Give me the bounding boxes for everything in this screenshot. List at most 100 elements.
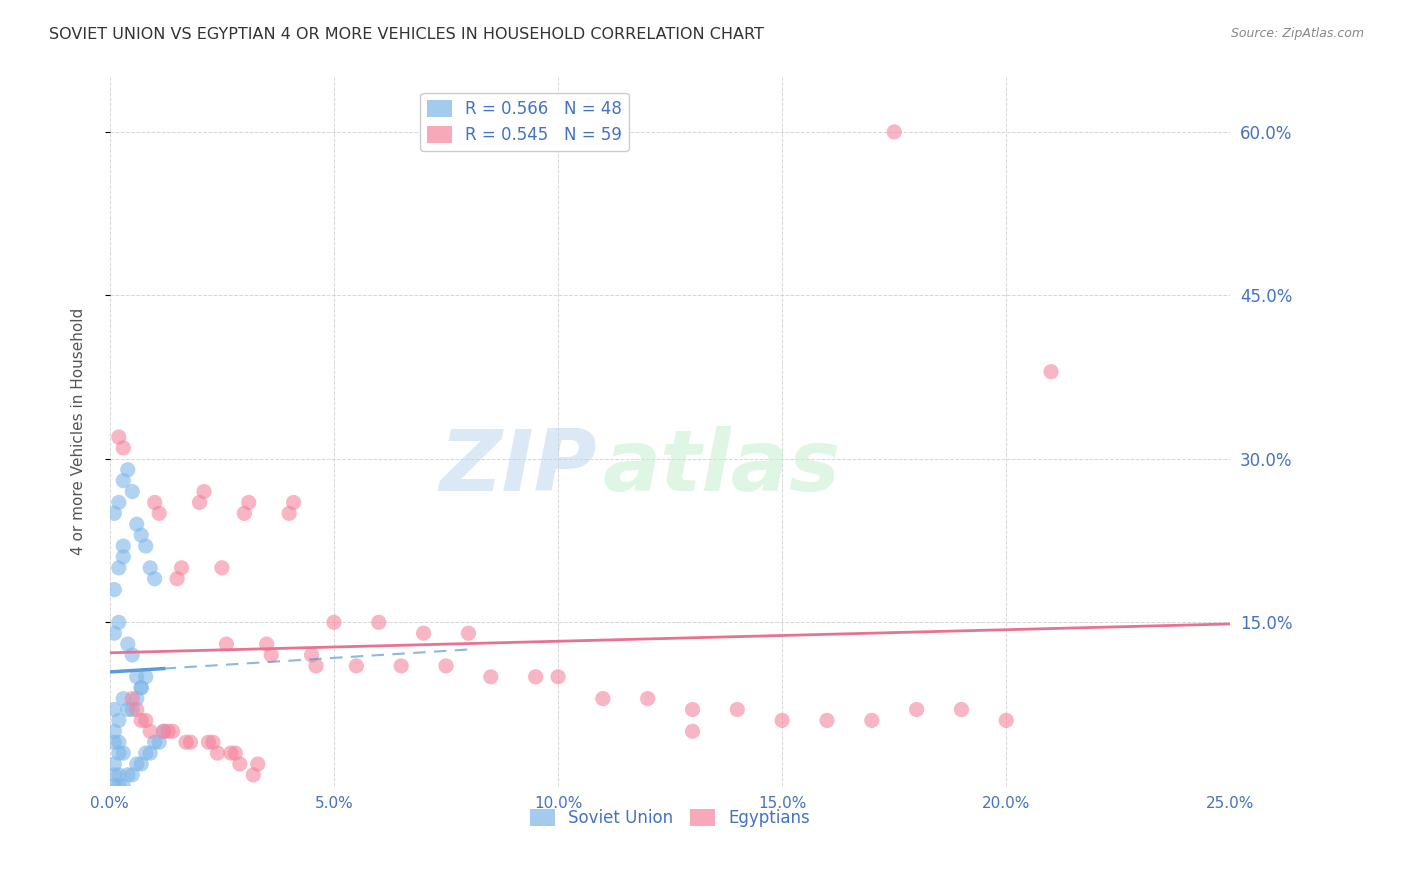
Point: [260, 648, 283, 662]
Text: Source: ZipAtlas.com: Source: ZipAtlas.com: [1230, 27, 1364, 40]
Point: [117, 463, 139, 477]
Point: [201, 735, 224, 749]
Point: [242, 768, 264, 782]
Point: [233, 506, 256, 520]
Point: [157, 724, 180, 739]
Point: [197, 735, 219, 749]
Point: [682, 702, 704, 716]
Point: [103, 506, 125, 520]
Point: [389, 659, 412, 673]
Point: [180, 735, 202, 749]
Point: [148, 506, 170, 520]
Text: ZIP: ZIP: [440, 425, 598, 508]
Point: [139, 561, 162, 575]
Point: [367, 615, 389, 630]
Point: [193, 484, 215, 499]
Point: [117, 637, 139, 651]
Point: [108, 561, 131, 575]
Point: [129, 681, 152, 695]
Point: [112, 691, 135, 706]
Legend: Soviet Union, Egyptians: Soviet Union, Egyptians: [523, 803, 817, 834]
Point: [125, 756, 148, 771]
Point: [112, 441, 135, 455]
Point: [152, 724, 174, 739]
Point: [860, 714, 883, 728]
Point: [103, 702, 125, 716]
Point: [166, 572, 188, 586]
Point: [412, 626, 434, 640]
Point: [125, 517, 148, 532]
Text: SOVIET UNION VS EGYPTIAN 4 OR MORE VEHICLES IN HOUSEHOLD CORRELATION CHART: SOVIET UNION VS EGYPTIAN 4 OR MORE VEHIC…: [49, 27, 763, 42]
Point: [770, 714, 793, 728]
Point: [637, 691, 659, 706]
Point: [121, 691, 143, 706]
Point: [905, 702, 928, 716]
Point: [283, 495, 305, 509]
Point: [103, 735, 125, 749]
Point: [112, 746, 135, 760]
Point: [139, 724, 162, 739]
Point: [112, 779, 135, 793]
Point: [121, 648, 143, 662]
Point: [129, 756, 152, 771]
Point: [1040, 365, 1063, 379]
Point: [112, 474, 135, 488]
Point: [143, 735, 166, 749]
Point: [238, 495, 260, 509]
Point: [135, 746, 157, 760]
Point: [121, 702, 143, 716]
Point: [323, 615, 346, 630]
Point: [162, 724, 184, 739]
Point: [125, 670, 148, 684]
Point: [434, 659, 457, 673]
Text: atlas: atlas: [603, 425, 841, 508]
Point: [305, 659, 328, 673]
Point: [103, 582, 125, 597]
Point: [108, 768, 131, 782]
Point: [117, 768, 139, 782]
Point: [207, 746, 229, 760]
Point: [129, 681, 152, 695]
Point: [229, 756, 252, 771]
Point: [108, 615, 131, 630]
Point: [129, 528, 152, 542]
Point: [148, 735, 170, 749]
Point: [547, 670, 569, 684]
Point: [129, 714, 152, 728]
Point: [143, 572, 166, 586]
Point: [139, 746, 162, 760]
Point: [103, 626, 125, 640]
Point: [121, 768, 143, 782]
Y-axis label: 4 or more Vehicles in Household: 4 or more Vehicles in Household: [72, 308, 86, 555]
Point: [103, 756, 125, 771]
Point: [278, 506, 301, 520]
Point: [246, 756, 269, 771]
Point: [219, 746, 242, 760]
Point: [479, 670, 502, 684]
Point: [103, 724, 125, 739]
Point: [170, 561, 193, 575]
Point: [143, 495, 166, 509]
Point: [224, 746, 246, 760]
Point: [815, 714, 838, 728]
Point: [121, 484, 143, 499]
Point: [725, 702, 748, 716]
Point: [188, 495, 211, 509]
Point: [135, 670, 157, 684]
Point: [211, 561, 233, 575]
Point: [112, 539, 135, 553]
Point: [135, 714, 157, 728]
Point: [592, 691, 614, 706]
Point: [108, 714, 131, 728]
Point: [108, 430, 131, 444]
Point: [103, 779, 125, 793]
Point: [108, 735, 131, 749]
Point: [108, 495, 131, 509]
Point: [152, 724, 174, 739]
Point: [457, 626, 479, 640]
Point: [995, 714, 1018, 728]
Point: [125, 691, 148, 706]
Point: [344, 659, 367, 673]
Point: [524, 670, 547, 684]
Point: [117, 702, 139, 716]
